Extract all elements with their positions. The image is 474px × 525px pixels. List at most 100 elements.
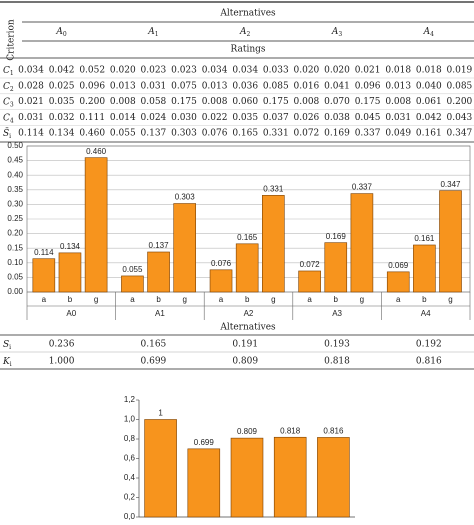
y-tick-label: 0.45: [7, 156, 23, 165]
data-label: 0.347: [440, 180, 461, 189]
bar: [32, 258, 56, 293]
y-tick-label: 0.00: [7, 287, 23, 296]
bar: [144, 419, 177, 518]
group-label: A2: [244, 309, 254, 318]
data-label: 0.165: [237, 233, 258, 242]
cell: 0.008: [294, 97, 320, 107]
data-label: 0.072: [300, 260, 321, 269]
ratings-header: Ratings: [230, 45, 265, 55]
cell: 0.016: [294, 81, 320, 91]
cell: 0.331: [263, 129, 289, 139]
cell: 0.020: [324, 66, 350, 76]
cell: 0.072: [294, 129, 320, 139]
bar: [121, 275, 144, 293]
cell: 0.818: [324, 357, 350, 367]
alternatives-header: Alternatives: [219, 9, 276, 19]
y-tick-label: 0.50: [7, 141, 23, 150]
cell: 0.200: [447, 97, 473, 107]
row-label-sub: 3: [10, 101, 14, 108]
cell: 0.013: [385, 81, 411, 91]
row-label: C4: [3, 113, 14, 124]
cell: 0.023: [171, 66, 197, 76]
cell: 0.021: [18, 97, 44, 107]
bar: [84, 157, 108, 293]
cell: 0.060: [232, 97, 258, 107]
cell: 0.034: [18, 66, 44, 76]
cell: 0.085: [447, 81, 473, 91]
cell: 0.036: [232, 81, 258, 91]
cell: 0.165: [232, 129, 258, 139]
cell: 1.000: [49, 357, 75, 367]
data-label: 0.337: [352, 183, 373, 192]
alt-header: A2: [239, 27, 251, 38]
data-label: 0.699: [194, 438, 215, 447]
cell: 0.347: [447, 129, 473, 139]
alt-header-main: A: [423, 27, 431, 37]
alt-header-main: A: [331, 27, 339, 37]
y-tick-label: 0.10: [7, 258, 23, 267]
x-tick-label: a: [396, 295, 401, 304]
data-label: 0.169: [326, 232, 347, 241]
y-tick-label: 0.20: [7, 229, 23, 238]
data-label: 0.114: [34, 248, 54, 257]
cell: 0.013: [202, 81, 228, 91]
cell: 0.699: [141, 357, 167, 367]
x-tick-label: a: [42, 295, 47, 304]
cell: 0.033: [263, 66, 289, 76]
cell: 0.041: [324, 81, 350, 91]
alt-header-sub: 1: [155, 31, 159, 38]
cell: 0.008: [110, 97, 136, 107]
row-label: C2: [3, 81, 14, 92]
cell: 0.137: [141, 129, 167, 139]
cell: 0.055: [110, 129, 136, 139]
row-label-main: C: [3, 66, 10, 76]
cell: 0.031: [18, 113, 44, 123]
bar: [173, 203, 197, 293]
cell: 0.032: [49, 113, 75, 123]
cell: 0.022: [202, 113, 228, 123]
y-tick-label: 0.25: [7, 214, 23, 223]
cell: 0.030: [171, 113, 197, 123]
x-tick-label: a: [307, 295, 312, 304]
row-label-sub: i: [9, 344, 11, 351]
row-label-main: S: [3, 340, 9, 350]
x-tick-label: b: [245, 295, 250, 304]
cell: 0.038: [324, 113, 350, 123]
row-label-sub: 1: [10, 70, 14, 77]
cell: 0.061: [416, 97, 442, 107]
alternatives-header: Alternatives: [219, 323, 276, 333]
y-tick-label: 0.40: [7, 170, 23, 179]
y-tick-label: 0,2: [124, 493, 136, 502]
cell: 0.045: [355, 113, 381, 123]
alt-header-sub: 2: [247, 31, 251, 38]
data-label: 0.137: [149, 241, 170, 250]
data-label: 0.460: [86, 147, 107, 156]
cell: 0.026: [294, 113, 320, 123]
x-tick-label: a: [130, 295, 135, 304]
alt-header-sub: 3: [338, 31, 342, 38]
cell: 0.008: [202, 97, 228, 107]
y-tick-label: 0,8: [124, 434, 136, 443]
x-tick-label: b: [422, 295, 427, 304]
cell: 0.192: [416, 340, 442, 350]
bar: [209, 269, 233, 293]
bar: [273, 436, 307, 518]
row-label-sub: i: [9, 133, 11, 140]
x-tick-label: b: [156, 295, 161, 304]
cell: 0.023: [141, 66, 167, 76]
y-tick-label: 0,0: [124, 512, 136, 521]
group-label: A3: [332, 309, 342, 318]
row-label-main: K: [2, 357, 11, 367]
cell: 0.096: [79, 81, 105, 91]
cell: 0.042: [416, 113, 442, 123]
bar: [230, 437, 264, 518]
alt-header-sub: 0: [63, 31, 67, 38]
bar: [262, 195, 285, 293]
cell: 0.809: [232, 357, 258, 367]
data-label: 1: [158, 409, 163, 418]
row-label-main: S̄: [3, 127, 9, 139]
data-label: 0.816: [323, 427, 344, 436]
bar: [235, 243, 259, 293]
row-label: S̄i: [3, 127, 11, 140]
